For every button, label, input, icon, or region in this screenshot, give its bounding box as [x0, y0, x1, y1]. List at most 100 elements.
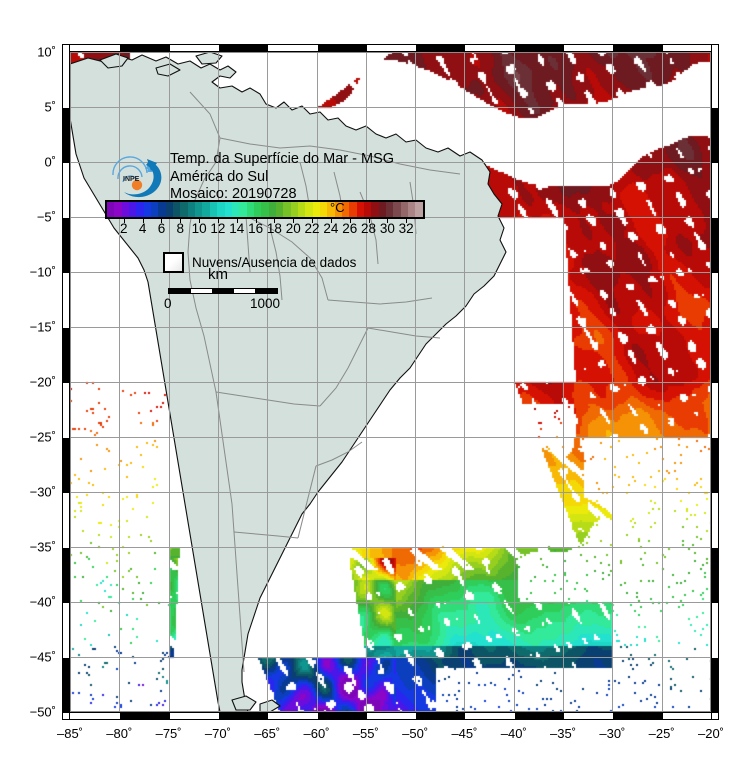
graticule-parallel	[70, 547, 711, 548]
colorbar-cell	[239, 202, 247, 217]
colorbar-cell	[408, 202, 416, 217]
frame-checker-segment	[63, 658, 69, 713]
colorbar-cell	[319, 202, 328, 217]
colorbar-cell	[121, 202, 130, 217]
frame-right	[711, 44, 719, 720]
colorbar-tick-label: 26	[342, 221, 358, 236]
colorbar-cell	[217, 202, 225, 217]
colorbar-tickmark	[142, 219, 144, 223]
frame-checker-segment	[218, 713, 269, 719]
y-axis-tick-label: −50˚	[29, 704, 56, 720]
colorbar-cell	[386, 202, 394, 217]
colorbar-tick-label: 10	[191, 221, 207, 236]
scalebar-segment	[212, 289, 234, 293]
x-axis-tick-label: ‒50˚	[402, 726, 429, 741]
colorbar-tick-label: 32	[398, 221, 414, 236]
colorbar-cell	[151, 202, 159, 217]
y-axis-tick-label: −20˚	[29, 374, 56, 390]
colorbar-cell	[195, 202, 203, 217]
colorbar-cell	[371, 202, 379, 217]
south-america-landmass	[70, 52, 507, 712]
temperature-colorbar[interactable]	[105, 200, 425, 219]
frame-checker-segment	[63, 108, 69, 163]
colorbar-cell	[173, 202, 181, 217]
inpe-logo-text: INPE	[123, 176, 140, 183]
colorbar-cell	[114, 202, 122, 217]
y-axis-tick-label: −10˚	[29, 264, 56, 280]
frame-checker-segment	[613, 713, 663, 719]
frame-top	[62, 44, 719, 52]
x-axis-tick-label: ‒45˚	[451, 726, 478, 741]
colorbar-cell	[290, 202, 298, 217]
frame-checker-segment	[120, 713, 170, 719]
colorbar-tickmarks	[105, 219, 425, 223]
colorbar-cell	[268, 202, 276, 217]
scalebar-track	[168, 288, 278, 294]
title-line-3: Mosaico: 20190728	[170, 186, 297, 202]
title-line-2: América do Sul	[170, 168, 269, 185]
colorbar-cell	[342, 202, 350, 217]
colorbar-cell	[202, 202, 210, 217]
colorbar-cell	[143, 202, 152, 217]
colorbar-cell	[136, 202, 144, 217]
colorbar-cell	[165, 202, 174, 217]
scalebar-unit-label: km	[208, 266, 228, 283]
colorbar-tick-label: 22	[304, 221, 320, 236]
colorbar-cell	[246, 202, 254, 217]
graticule-parallel	[70, 437, 711, 438]
scalebar-start-label: 0	[164, 296, 172, 311]
colorbar-cell	[158, 202, 166, 217]
y-axis-tick-label: −15˚	[29, 319, 56, 335]
frame-checker-segment	[712, 548, 718, 603]
frame-checker-segment	[712, 438, 718, 493]
frame-left	[62, 44, 70, 720]
colorbar-tick-label: 6	[157, 221, 166, 236]
colorbar-tick-label: 28	[361, 221, 377, 236]
colorbar-cell	[356, 202, 365, 217]
colorbar-cell	[224, 202, 232, 217]
map-title-block: Temp. da Superfície do Mar - MSG América…	[170, 151, 394, 204]
x-axis-tick-label: ‒60˚	[303, 726, 330, 741]
colorbar-cell	[364, 202, 372, 217]
scalebar-segment	[190, 289, 213, 293]
colorbar-tickmark	[123, 219, 125, 223]
map-plot-area[interactable]	[70, 52, 711, 712]
colorbar-unit-label: °C	[330, 200, 345, 215]
x-axis-tick-label: ‒40˚	[500, 726, 527, 741]
colorbar-cell	[415, 202, 423, 217]
x-axis-tick-label: ‒65˚	[254, 726, 281, 741]
scalebar-segment	[255, 289, 277, 293]
frame-checker-segment	[712, 658, 718, 713]
y-axis-tick-label: −40˚	[29, 594, 56, 610]
colorbar-wrapper	[105, 200, 425, 219]
scalebar-end-label: 1000	[250, 296, 281, 311]
frame-checker-segment	[514, 45, 565, 51]
colorbar-tickmark	[255, 219, 257, 223]
frame-checker-segment	[712, 218, 718, 273]
scalebar-segment	[169, 289, 191, 293]
colorbar-cell	[253, 202, 262, 217]
colorbar-cell	[107, 202, 115, 217]
colorbar-cell	[209, 202, 218, 217]
x-axis-tick-label: ‒35˚	[550, 726, 577, 741]
colorbar-cell	[334, 202, 342, 217]
colorbar-tickmark	[312, 219, 314, 223]
cloud-nodata-legend: Nuvens/Ausencia de dados	[163, 252, 356, 273]
graticule-parallel	[70, 657, 711, 658]
colorbar-cell	[283, 202, 291, 217]
colorbar-cell	[393, 202, 401, 217]
colorbar-tick-label: 2	[120, 221, 128, 236]
frame-checker-segment	[63, 438, 69, 493]
colorbar-cell	[187, 202, 196, 217]
graticule-parallel	[70, 492, 711, 493]
colorbar-cell	[400, 202, 409, 217]
graticule-parallel	[70, 602, 711, 603]
y-axis-tick-label: 10˚	[37, 44, 56, 60]
colorbar-cell	[312, 202, 320, 217]
colorbar-tick-label: 14	[229, 221, 245, 236]
colorbar-cell	[129, 202, 137, 217]
colorbar-tickmark	[161, 219, 163, 223]
frame-checker-segment	[416, 713, 466, 719]
frame-bottom	[62, 712, 719, 720]
